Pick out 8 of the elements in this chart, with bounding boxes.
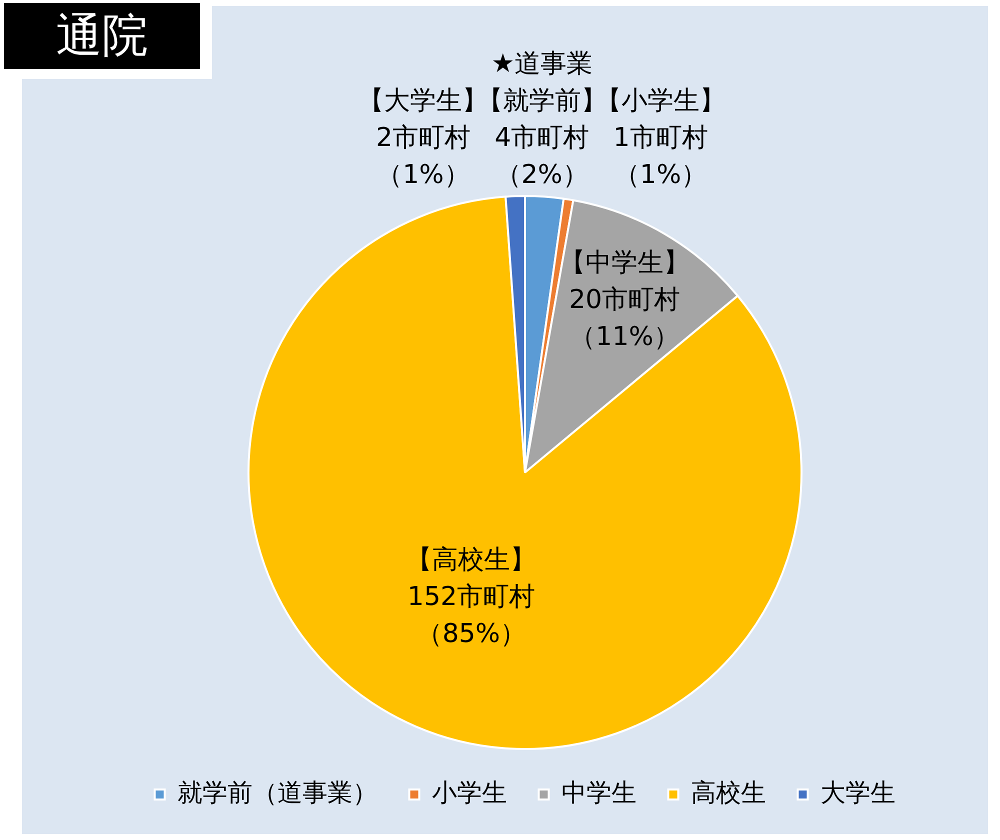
legend-label: 小学生 — [432, 778, 507, 807]
legend-label: 中学生 — [561, 778, 636, 807]
data-label: 【高校生】152市町村（85%） — [406, 545, 536, 650]
data-label: 【中学生】20市町村（11%） — [560, 248, 690, 352]
legend-label: 就学前（道事業） — [177, 778, 378, 807]
legend-label: 大学生 — [820, 778, 896, 807]
chart-title: 通院 — [4, 3, 212, 79]
legend-label: 高校生 — [690, 778, 766, 807]
